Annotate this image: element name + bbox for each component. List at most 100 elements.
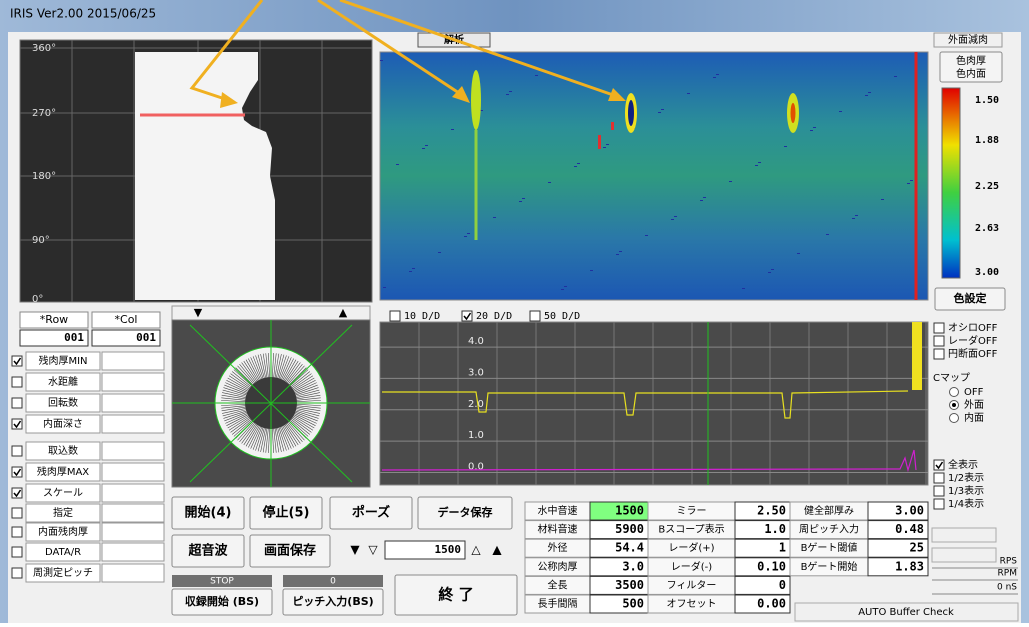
ring-texture — [221, 406, 246, 412]
param-label: 内面深さ — [43, 417, 83, 430]
param-value: 3.00 — [895, 504, 924, 518]
checkbox[interactable] — [11, 546, 23, 558]
color-mode-button[interactable] — [939, 51, 1003, 83]
ring-texture — [241, 362, 256, 383]
param-value-box — [101, 441, 165, 461]
ring-texture — [245, 359, 259, 381]
ring-texture — [272, 428, 274, 453]
checkbox[interactable] — [933, 472, 945, 484]
ring-texture — [296, 404, 321, 406]
outer-tab[interactable] — [933, 32, 1003, 48]
radio-button[interactable] — [949, 387, 959, 397]
stop-button-label[interactable]: 停止(5) — [263, 505, 310, 521]
exit-button-label[interactable]: 終 了 — [438, 586, 473, 604]
rec-start-button-label[interactable]: 収録開始 (BS) — [185, 594, 259, 608]
ring-texture — [296, 397, 321, 401]
scan-noise — [855, 215, 858, 216]
screen-save-button[interactable] — [249, 534, 331, 568]
status-label: RPS — [1000, 557, 1018, 567]
speed-down-fast[interactable]: ▼ — [350, 543, 360, 557]
dd-option: 20 D/D — [476, 311, 512, 322]
check-mark — [13, 468, 22, 477]
checkbox[interactable] — [933, 335, 945, 347]
pause-button-label[interactable]: ポーズ — [352, 505, 390, 521]
stop-button[interactable] — [249, 496, 323, 530]
scan-noise — [755, 165, 758, 166]
ring-texture — [276, 354, 282, 378]
checkbox[interactable] — [11, 418, 23, 430]
param-value-box — [101, 483, 165, 503]
checkbox[interactable] — [11, 466, 23, 478]
checkbox[interactable] — [933, 348, 945, 360]
param-value: 500 — [622, 597, 644, 611]
param-value-cell — [867, 538, 929, 558]
ring-texture — [274, 428, 280, 453]
speed-up-fast[interactable]: ▲ — [492, 543, 502, 557]
check-mark — [935, 461, 944, 470]
checkbox[interactable] — [11, 397, 23, 409]
checkbox[interactable] — [11, 507, 23, 519]
exit-button[interactable] — [394, 574, 518, 616]
color-mode-button-label[interactable]: 色肉厚 — [956, 54, 986, 67]
scan-noise — [674, 216, 677, 217]
start-button-label[interactable]: 開始(4) — [185, 505, 232, 521]
status-label: RPM — [998, 569, 1017, 579]
color-setting-button-label[interactable]: 色設定 — [954, 291, 987, 305]
checkbox[interactable] — [11, 487, 23, 499]
ultrasonic-button[interactable] — [171, 534, 245, 568]
scroll-up-arrow[interactable]: ▲ — [339, 306, 348, 319]
screen-save-button-label[interactable]: 画面保存 — [264, 543, 316, 559]
rec-start-button[interactable] — [171, 588, 273, 616]
checkbox[interactable] — [461, 310, 473, 322]
checkbox[interactable] — [933, 485, 945, 497]
param-value-cell — [867, 557, 929, 577]
pitch-input-button-label[interactable]: ピッチ入力(BS) — [292, 594, 373, 608]
ring-texture — [248, 358, 260, 380]
scan-noise — [813, 127, 816, 128]
color-scale-label: 1.88 — [975, 135, 999, 146]
ring-texture — [265, 428, 269, 453]
checkbox[interactable] — [933, 322, 945, 334]
checkbox[interactable] — [933, 459, 945, 471]
scan-noise — [603, 147, 606, 148]
checkbox[interactable] — [529, 310, 541, 322]
scan-noise — [868, 92, 871, 93]
ring-texture — [281, 426, 292, 449]
scroll-down-arrow[interactable]: ▼ — [194, 306, 203, 319]
annotation-arrowhead — [452, 86, 470, 103]
checkbox[interactable] — [11, 526, 23, 538]
color-setting-button[interactable] — [934, 287, 1006, 311]
data-save-button-label[interactable]: データ保存 — [438, 505, 493, 519]
param-value-box — [101, 563, 165, 583]
scan-noise — [661, 109, 664, 110]
speed-down[interactable]: ▽ — [368, 543, 378, 557]
checkbox[interactable] — [11, 445, 23, 457]
speed-input[interactable] — [384, 540, 466, 560]
param-value: 3.0 — [622, 559, 644, 573]
param-label: 残肉厚MIN — [38, 354, 87, 367]
field-value-text: 001 — [136, 331, 156, 344]
scan-noise — [810, 130, 813, 131]
ultrasonic-button-label[interactable]: 超音波 — [188, 543, 228, 559]
param-label: 指定 — [53, 506, 73, 519]
y-tick-label: 1.0 — [468, 430, 484, 441]
checkbox[interactable] — [389, 310, 401, 322]
checkbox[interactable] — [11, 567, 23, 579]
param-label: 内面残肉厚 — [38, 525, 88, 538]
checkbox[interactable] — [11, 355, 23, 367]
checkbox[interactable] — [933, 498, 945, 510]
speed-up[interactable]: △ — [471, 543, 481, 557]
color-bar — [941, 87, 961, 279]
ring-texture — [292, 375, 314, 390]
ring-texture — [235, 367, 253, 385]
data-save-button[interactable] — [417, 496, 513, 530]
pause-button[interactable] — [329, 496, 413, 530]
pitch-input-button[interactable] — [282, 588, 384, 616]
ring-texture — [295, 412, 318, 422]
checkbox[interactable] — [11, 376, 23, 388]
ring-texture — [284, 424, 299, 446]
start-button[interactable] — [171, 496, 245, 530]
param-label: 長手間隔 — [538, 597, 578, 610]
radio-button[interactable] — [949, 413, 959, 423]
